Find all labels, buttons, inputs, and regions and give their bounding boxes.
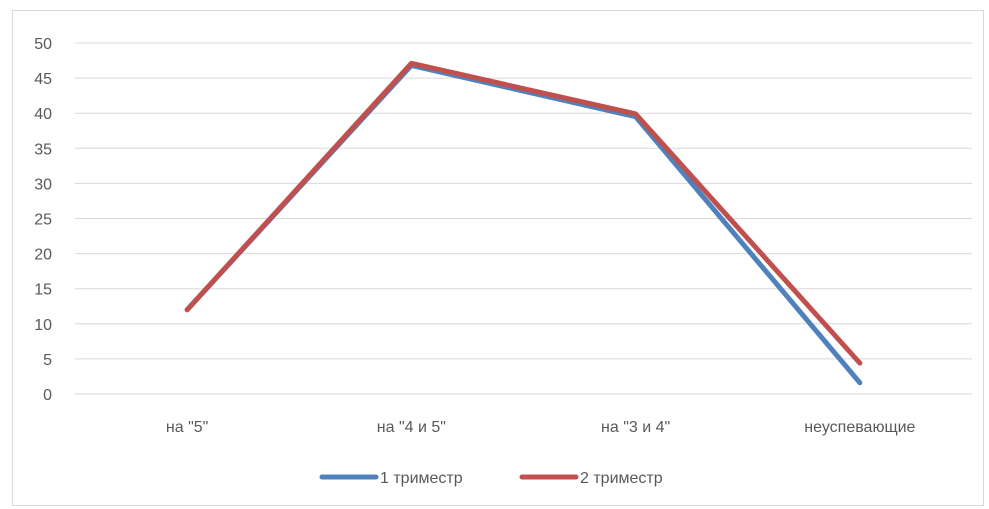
legend: 1 триместр 2 триместр — [319, 470, 663, 487]
y-tick-label: 50 — [34, 36, 52, 53]
x-tick-label: на "3 и 4" — [601, 419, 670, 436]
x-tick-label: на "5" — [166, 419, 208, 436]
y-tick-label: 15 — [34, 282, 52, 299]
x-axis-tick-labels: на "5" на "4 и 5" на "3 и 4" неуспевающие — [166, 419, 916, 436]
y-tick-label: 25 — [34, 212, 52, 229]
y-tick-label: 0 — [43, 387, 52, 404]
y-axis-tick-labels: 0 5 10 15 20 25 30 35 40 45 50 — [34, 36, 52, 404]
y-tick-label: 10 — [34, 317, 52, 334]
chart-frame — [12, 10, 984, 506]
grid-lines — [75, 42, 972, 395]
y-tick-label: 20 — [34, 247, 52, 264]
y-tick-label: 40 — [34, 106, 52, 123]
series-lines — [184, 60, 863, 386]
legend-label-1: 1 триместр — [380, 470, 463, 487]
x-tick-label: неуспевающие — [804, 419, 915, 436]
x-tick-label: на "4 и 5" — [377, 419, 446, 436]
y-tick-label: 45 — [34, 71, 52, 88]
y-tick-label: 30 — [34, 176, 52, 193]
y-tick-label: 35 — [34, 141, 52, 158]
y-tick-label: 5 — [43, 352, 52, 369]
series-line-2 — [184, 60, 863, 366]
legend-label-2: 2 триместр — [580, 470, 663, 487]
